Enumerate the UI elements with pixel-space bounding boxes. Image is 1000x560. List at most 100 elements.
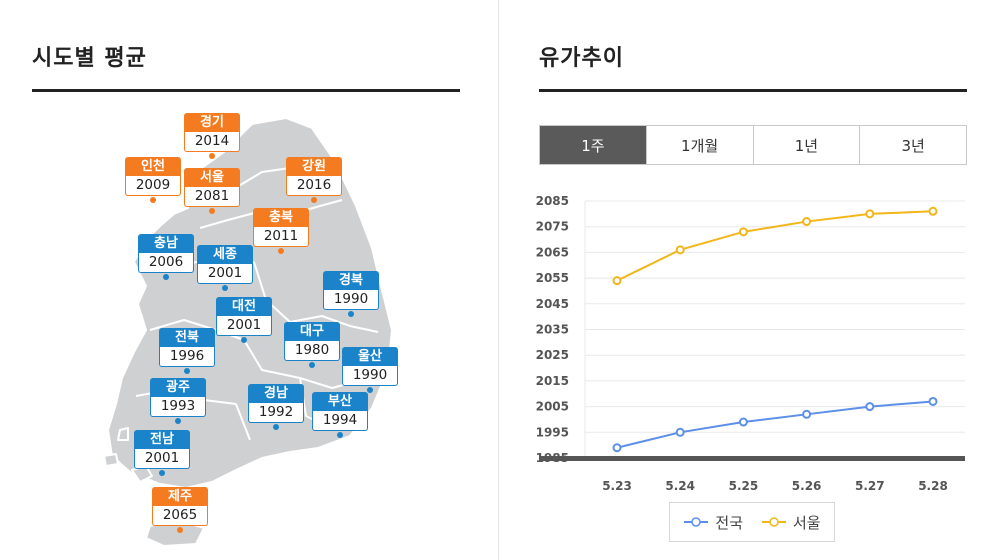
price-trend-panel: 유가추이 1주 1개월 1년 3년 1985199520052015202520… (499, 0, 1000, 560)
tab-3-year[interactable]: 3년 (859, 126, 966, 164)
y-tick-label: 2005 (536, 400, 569, 414)
y-tick-label: 2045 (536, 297, 569, 311)
region-marker-daegu[interactable]: 대구 1980 (284, 322, 340, 368)
y-tick-label: 1995 (536, 425, 569, 439)
region-marker-jeonbuk[interactable]: 전북 1996 (159, 328, 215, 374)
region-value: 1980 (284, 341, 340, 361)
region-marker-daejeon[interactable]: 대전 2001 (216, 297, 272, 343)
region-marker-chungnam[interactable]: 충남 2006 (138, 234, 194, 280)
region-marker-gwangju[interactable]: 광주 1993 (150, 378, 206, 424)
y-tick-label: 2035 (536, 323, 569, 337)
region-name: 울산 (342, 347, 398, 366)
region-marker-jeju[interactable]: 제주 2065 (152, 487, 208, 533)
data-point-national (612, 443, 622, 453)
region-name: 강원 (286, 157, 342, 176)
y-tick-label: 2055 (536, 271, 569, 285)
data-point-national (738, 417, 748, 427)
region-dot (337, 432, 343, 438)
region-value: 2001 (216, 316, 272, 336)
tab-1-year[interactable]: 1년 (752, 126, 860, 164)
region-dot (175, 418, 181, 424)
region-value: 2081 (184, 187, 240, 207)
data-point-national (928, 396, 938, 406)
region-marker-chungbuk[interactable]: 충북 2011 (253, 208, 309, 254)
x-tick-label: 5.24 (665, 479, 695, 493)
title-rule (539, 89, 967, 92)
region-dot (150, 197, 156, 203)
region-marker-ulsan[interactable]: 울산 1990 (342, 347, 398, 393)
region-marker-gyeongnam[interactable]: 경남 1992 (248, 384, 304, 430)
legend-item-national[interactable]: 전국 (683, 512, 743, 533)
region-marker-gyeongbuk[interactable]: 경북 1990 (323, 271, 379, 317)
region-name: 대전 (216, 297, 272, 316)
region-marker-seoul[interactable]: 서울 2081 (184, 168, 240, 214)
regional-average-title: 시도별 평균 (32, 46, 147, 71)
region-marker-sejong[interactable]: 세종 2001 (197, 245, 253, 291)
region-name: 충북 (253, 208, 309, 227)
region-name: 세종 (197, 245, 253, 264)
region-value: 2006 (138, 253, 194, 273)
y-tick-label: 2015 (536, 374, 569, 388)
legend-item-seoul[interactable]: 서울 (761, 512, 821, 533)
region-marker-jeonnam[interactable]: 전남 2001 (134, 430, 190, 476)
region-dot (241, 337, 247, 343)
data-point-national (865, 402, 875, 412)
tab-1-month[interactable]: 1개월 (645, 126, 753, 164)
series-line-seoul (616, 210, 934, 282)
x-axis-baseline (539, 456, 965, 461)
x-tick-label: 5.26 (792, 479, 822, 493)
y-tick-label: 2075 (536, 220, 569, 234)
data-point-seoul (928, 206, 938, 216)
regional-average-panel: 시도별 평균 경기 2014 인천 2009 서울 2081 강원 2016 충북 2011 (0, 0, 498, 560)
title-rule (32, 89, 460, 92)
region-name: 서울 (184, 168, 240, 187)
region-value: 2009 (125, 176, 181, 196)
data-point-seoul (738, 227, 748, 237)
price-trend-chart: 1985199520052015202520352045205520652075… (536, 194, 965, 493)
region-marker-gyeonggi[interactable]: 경기 2014 (184, 113, 240, 159)
region-name: 부산 (312, 392, 368, 411)
legend-label-national: 전국 (715, 513, 743, 532)
x-tick-label: 5.23 (602, 479, 632, 493)
panel-divider (498, 0, 499, 560)
region-name: 대구 (284, 322, 340, 341)
data-point-national (675, 427, 685, 437)
tab-1-week[interactable]: 1주 (540, 126, 646, 164)
region-marker-gangwon[interactable]: 강원 2016 (286, 157, 342, 203)
region-value: 1990 (342, 366, 398, 386)
region-value: 2001 (197, 264, 253, 284)
data-point-seoul (612, 276, 622, 286)
region-dot (209, 208, 215, 214)
y-tick-label: 2025 (536, 348, 569, 362)
region-value: 1990 (323, 290, 379, 310)
legend-label-seoul: 서울 (793, 513, 821, 532)
legend-marker-national (684, 517, 709, 527)
data-point-national (802, 409, 812, 419)
region-dot (278, 248, 284, 254)
region-value: 2011 (253, 227, 309, 247)
region-name: 충남 (138, 234, 194, 253)
chart-legend: 전국 서울 (669, 502, 835, 542)
data-point-seoul (865, 209, 875, 219)
region-value: 2016 (286, 176, 342, 196)
region-dot (348, 311, 354, 317)
region-marker-busan[interactable]: 부산 1994 (312, 392, 368, 438)
region-value: 1994 (312, 411, 368, 431)
region-marker-incheon[interactable]: 인천 2009 (125, 157, 181, 203)
region-name: 경남 (248, 384, 304, 403)
region-dot (177, 527, 183, 533)
region-value: 1992 (248, 403, 304, 423)
region-name: 광주 (150, 378, 206, 397)
period-tabs: 1주 1개월 1년 3년 (539, 125, 967, 165)
map-island (117, 427, 129, 441)
region-name: 경북 (323, 271, 379, 290)
region-value: 1993 (150, 397, 206, 417)
x-tick-label: 5.28 (918, 479, 948, 493)
y-tick-label: 2085 (536, 194, 569, 208)
region-name: 경기 (184, 113, 240, 132)
region-dot (222, 285, 228, 291)
region-dot (311, 197, 317, 203)
x-tick-label: 5.25 (729, 479, 759, 493)
legend-marker-seoul (762, 517, 786, 527)
region-dot (273, 424, 279, 430)
